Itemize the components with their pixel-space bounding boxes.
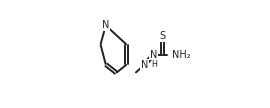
Text: H: H: [151, 60, 157, 69]
Text: NH₂: NH₂: [173, 50, 191, 60]
Text: N: N: [141, 60, 148, 70]
Text: S: S: [159, 31, 166, 41]
Text: N: N: [102, 20, 109, 30]
Text: N: N: [150, 50, 157, 60]
